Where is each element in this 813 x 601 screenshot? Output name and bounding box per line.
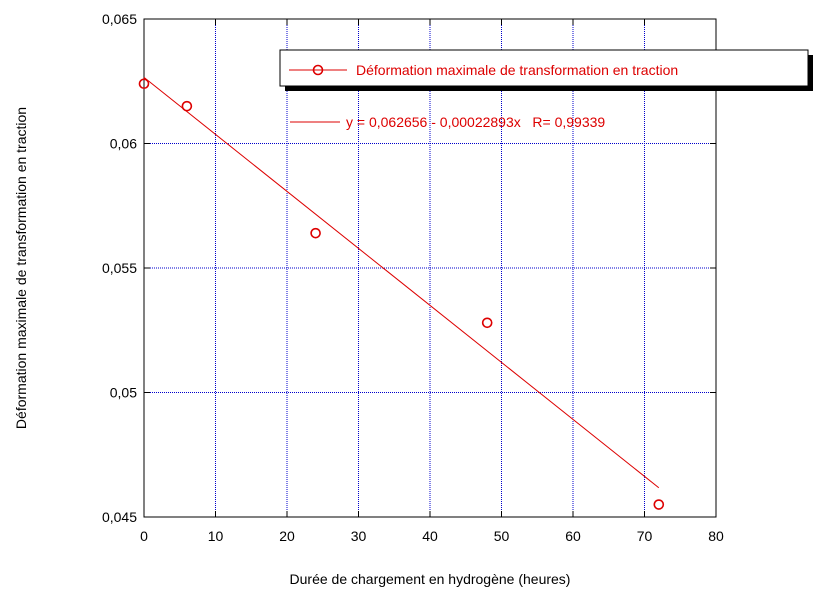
legend: Déformation maximale de transformation e… bbox=[279, 49, 813, 130]
y-axis-title: Déformation maximale de transformation e… bbox=[13, 107, 29, 429]
data-points bbox=[138, 78, 665, 510]
x-axis-title: Durée de chargement en hydrogène (heures… bbox=[290, 571, 571, 587]
x-tick-label: 80 bbox=[708, 528, 724, 544]
x-tick-label: 60 bbox=[565, 528, 581, 544]
x-tick-label: 40 bbox=[422, 528, 438, 544]
y-tick-label: 0,045 bbox=[102, 509, 137, 525]
y-tick-label: 0,06 bbox=[110, 136, 137, 152]
x-tick-label: 0 bbox=[140, 528, 148, 544]
x-tick-label: 50 bbox=[494, 528, 510, 544]
x-tick-label: 30 bbox=[351, 528, 367, 544]
gridlines bbox=[144, 19, 716, 517]
legend-fit-label: y = 0,062656 - 0,00022893x R= 0,99339 bbox=[346, 114, 605, 130]
legend-series-label: Déformation maximale de transformation e… bbox=[356, 62, 678, 78]
y-tick-label: 0,055 bbox=[102, 260, 137, 276]
data-point bbox=[138, 78, 150, 90]
data-point bbox=[310, 227, 321, 239]
data-point bbox=[181, 100, 193, 112]
fit-line-group bbox=[143, 76, 660, 489]
legend-series-marker bbox=[312, 64, 324, 76]
x-tick-label: 20 bbox=[279, 528, 295, 544]
data-point bbox=[481, 317, 493, 329]
fit-line bbox=[143, 76, 660, 489]
y-tick-label: 0,065 bbox=[102, 11, 137, 27]
axes bbox=[143, 18, 717, 518]
data-point bbox=[653, 499, 665, 510]
x-tick-label: 10 bbox=[208, 528, 224, 544]
legend-box bbox=[279, 49, 809, 87]
x-tick-label: 70 bbox=[637, 528, 653, 544]
y-tick-labels: 0,045 0,05 0,055 0,06 0,065 bbox=[102, 11, 137, 525]
x-tick-labels: 0 10 20 30 40 50 60 70 80 bbox=[140, 528, 724, 544]
y-tick-label: 0,05 bbox=[110, 385, 137, 401]
